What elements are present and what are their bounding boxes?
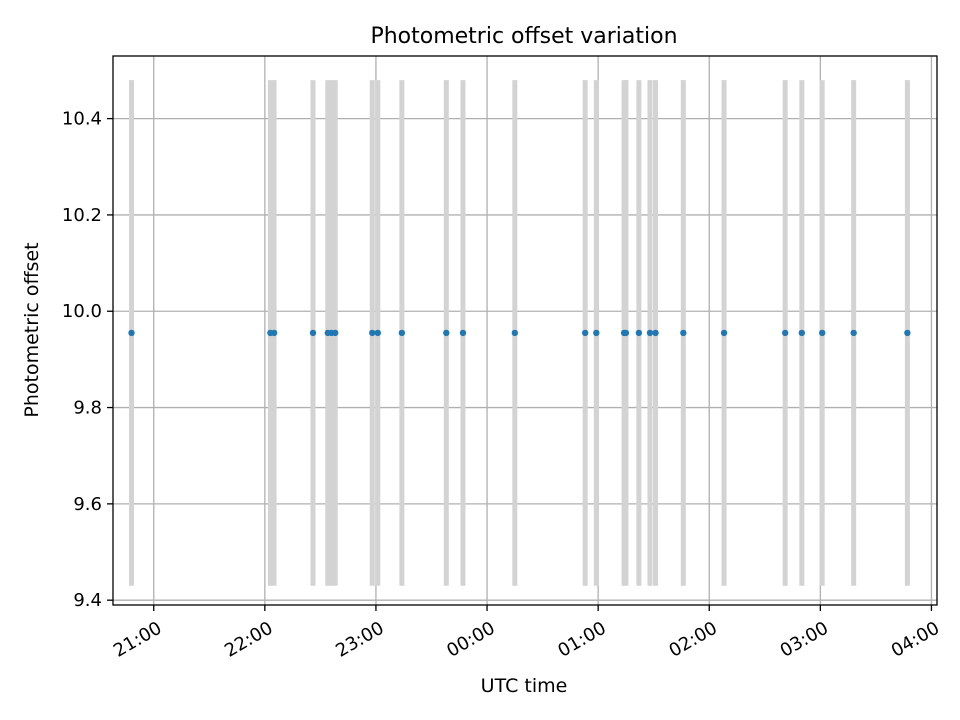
data-point bbox=[369, 329, 376, 337]
data-point bbox=[781, 329, 789, 337]
data-point bbox=[511, 329, 519, 337]
y-tick-label: 9.6 bbox=[73, 494, 102, 515]
x-axis-title: UTC time bbox=[481, 675, 568, 697]
x-tick-label: 03:00 bbox=[777, 618, 832, 662]
data-point bbox=[622, 329, 630, 337]
x-tick-label: 00:00 bbox=[443, 618, 498, 662]
y-tick-label: 10.4 bbox=[62, 109, 102, 130]
grid bbox=[113, 56, 937, 605]
data-point bbox=[680, 329, 687, 337]
data-points bbox=[128, 329, 911, 337]
axes: 21:00 22:00 23:00 00:00 01:00 02:00 03:00 04:00… bbox=[62, 55, 943, 662]
data-point bbox=[798, 329, 806, 337]
y-tick-label: 10.0 bbox=[62, 301, 102, 322]
data-point bbox=[818, 329, 826, 337]
y-tick-label: 9.4 bbox=[73, 590, 102, 611]
data-point bbox=[398, 329, 406, 337]
x-tick-label: 22:00 bbox=[221, 618, 276, 662]
x-tick-label: 04:00 bbox=[888, 618, 943, 662]
data-point bbox=[581, 329, 589, 337]
plot-frame bbox=[112, 55, 938, 606]
data-point bbox=[459, 329, 467, 337]
data-point bbox=[635, 329, 643, 337]
data-point bbox=[720, 329, 728, 337]
data-point bbox=[332, 329, 339, 337]
x-tick-label: 23:00 bbox=[332, 618, 387, 662]
x-tick-label: 21:00 bbox=[110, 618, 165, 662]
data-point bbox=[652, 329, 659, 337]
data-point bbox=[309, 329, 317, 337]
y-tick-label: 9.8 bbox=[73, 398, 102, 419]
data-point bbox=[904, 329, 911, 337]
error-bars bbox=[129, 80, 910, 586]
y-axis-title: Photometric offset bbox=[21, 242, 43, 417]
data-point bbox=[593, 329, 600, 337]
data-point bbox=[646, 329, 654, 337]
data-point bbox=[850, 329, 857, 337]
data-point bbox=[270, 329, 278, 337]
y-tick-label: 10.2 bbox=[62, 205, 102, 226]
x-tick-label: 01:00 bbox=[554, 618, 609, 662]
data-point bbox=[374, 329, 381, 337]
x-tick-label: 02:00 bbox=[666, 618, 721, 662]
data-point bbox=[443, 329, 450, 337]
chart-title: Photometric offset variation bbox=[370, 24, 677, 49]
data-point bbox=[128, 329, 135, 337]
